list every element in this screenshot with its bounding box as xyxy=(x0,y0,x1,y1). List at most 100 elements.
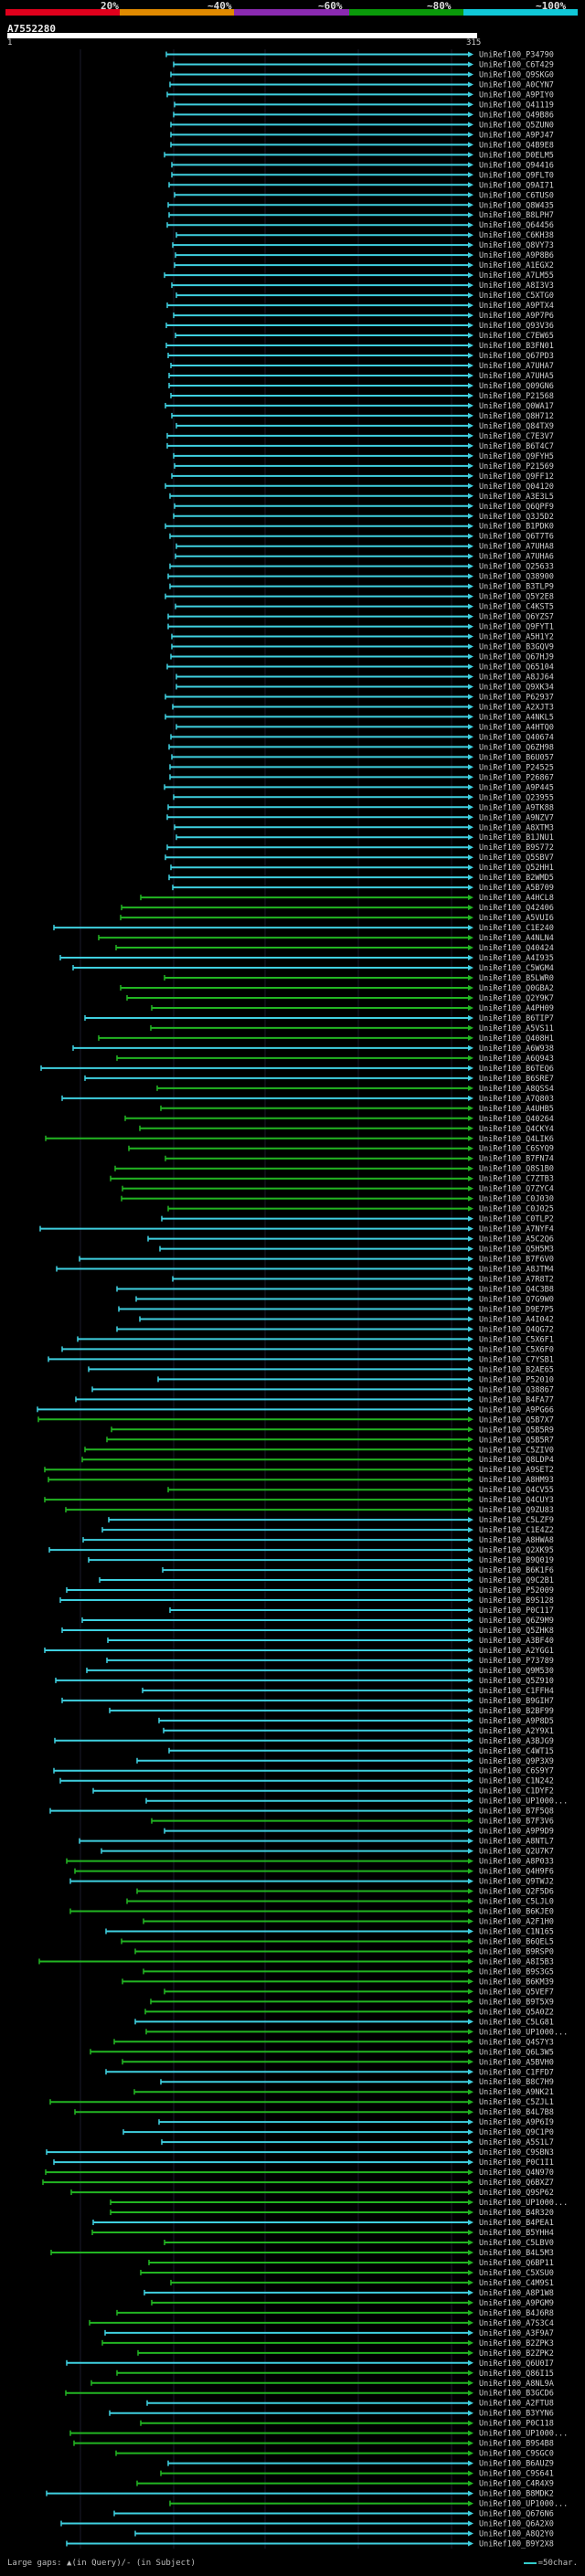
hit-row[interactable]: UniRef100_Q6L3W5 xyxy=(90,2048,554,2057)
hit-id-link[interactable]: UniRef100_C5X6F0 xyxy=(479,1345,554,1354)
hit-row[interactable]: UniRef100_Q6BXZ7 xyxy=(42,2178,554,2188)
hit-id-link[interactable]: UniRef100_C1N242 xyxy=(479,1777,554,1786)
hit-row[interactable]: UniRef100_B6KJE0 xyxy=(69,1908,554,1917)
hit-id-link[interactable]: UniRef100_Q5B7X7 xyxy=(479,1415,554,1425)
hit-row[interactable]: UniRef100_C6SYQ9 xyxy=(128,1145,554,1154)
hit-row[interactable]: UniRef100_Q67HJ9 xyxy=(170,653,554,663)
hit-row[interactable]: UniRef100_C1E240 xyxy=(53,924,554,933)
hit-row[interactable]: UniRef100_C5ZJL1 xyxy=(49,2098,554,2107)
hit-row[interactable]: UniRef100_A8Q2Y0 xyxy=(134,2530,554,2539)
hit-id-link[interactable]: UniRef100_UP1000... xyxy=(479,1797,568,1807)
hit-id-link[interactable]: UniRef100_C4M9S1 xyxy=(479,2279,554,2288)
hit-row[interactable]: UniRef100_Q2F5D6 xyxy=(136,1888,554,1897)
hit-id-link[interactable]: UniRef100_A8NL9A xyxy=(479,2380,554,2389)
hit-id-link[interactable]: UniRef100_B5LWR0 xyxy=(479,974,554,983)
hit-row[interactable]: UniRef100_Q4C3B8 xyxy=(116,1286,554,1295)
hit-row[interactable]: UniRef100_Q4B9E8 xyxy=(170,141,554,150)
hit-id-link[interactable]: UniRef100_Q6L3W5 xyxy=(479,2048,554,2057)
hit-row[interactable]: UniRef100_C1FFH4 xyxy=(142,1687,554,1696)
hit-id-link[interactable]: UniRef100_Q8H712 xyxy=(479,412,554,421)
hit-id-link[interactable]: UniRef100_Q64456 xyxy=(479,221,554,230)
hit-row[interactable]: UniRef100_A4I042 xyxy=(139,1315,554,1324)
hit-row[interactable]: UniRef100_A3BJG9 xyxy=(54,1737,554,1746)
hit-id-link[interactable]: UniRef100_A9PG66 xyxy=(479,1405,554,1415)
hit-row[interactable]: UniRef100_A9PG66 xyxy=(37,1405,554,1415)
hit-id-link[interactable]: UniRef100_C5ZJL1 xyxy=(479,2098,554,2107)
hit-row[interactable]: UniRef100_B8LPH7 xyxy=(168,211,554,220)
hit-id-link[interactable]: UniRef100_A8HM93 xyxy=(479,1476,554,1485)
hit-id-link[interactable]: UniRef100_B9S128 xyxy=(479,1596,554,1606)
hit-row[interactable]: UniRef100_B9Q019 xyxy=(88,1556,554,1565)
hit-id-link[interactable]: UniRef100_B1PDK0 xyxy=(479,523,554,532)
hit-row[interactable]: UniRef100_Q9M530 xyxy=(86,1667,554,1676)
hit-row[interactable]: UniRef100_A9PJ47 xyxy=(170,131,554,140)
hit-id-link[interactable]: UniRef100_B3TLP9 xyxy=(479,583,554,592)
hit-id-link[interactable]: UniRef100_Q6BXZ7 xyxy=(479,2178,554,2188)
hit-id-link[interactable]: UniRef100_A9PTX4 xyxy=(479,302,554,311)
hit-id-link[interactable]: UniRef100_Q4CKY4 xyxy=(479,1125,554,1134)
hit-row[interactable]: UniRef100_Q23955 xyxy=(173,793,554,802)
hit-row[interactable]: UniRef100_A2Y9X1 xyxy=(163,1727,554,1736)
hit-row[interactable]: UniRef100_C4R4X9 xyxy=(136,2480,554,2489)
hit-id-link[interactable]: UniRef100_A5VS11 xyxy=(479,1024,554,1034)
hit-id-link[interactable]: UniRef100_Q23955 xyxy=(479,793,554,802)
hit-row[interactable]: UniRef100_B6U057 xyxy=(171,753,554,762)
hit-id-link[interactable]: UniRef100_A5BVH0 xyxy=(479,2058,554,2067)
hit-row[interactable]: UniRef100_A3BF40 xyxy=(107,1637,554,1646)
hit-id-link[interactable]: UniRef100_Q9SKG0 xyxy=(479,70,554,80)
hit-id-link[interactable]: UniRef100_C0J030 xyxy=(479,1195,554,1204)
hit-id-link[interactable]: UniRef100_A4UHB5 xyxy=(479,1105,554,1114)
hit-row[interactable]: UniRef100_Q4H9F6 xyxy=(74,1868,554,1877)
hit-row[interactable]: UniRef100_Q5A0Z2 xyxy=(144,2008,554,2017)
hit-id-link[interactable]: UniRef100_C1DYF2 xyxy=(479,1787,554,1797)
hit-row[interactable]: UniRef100_B7FN74 xyxy=(165,1155,554,1164)
hit-row[interactable]: UniRef100_C4M9S1 xyxy=(170,2279,554,2288)
hit-id-link[interactable]: UniRef100_B9RSP0 xyxy=(479,1947,554,1956)
hit-id-link[interactable]: UniRef100_Q86I15 xyxy=(479,2369,554,2379)
hit-row[interactable]: UniRef100_A7UHA8 xyxy=(176,543,554,552)
hit-id-link[interactable]: UniRef100_A9P8D5 xyxy=(479,1717,554,1726)
hit-id-link[interactable]: UniRef100_UP1000... xyxy=(479,2430,568,2439)
hit-id-link[interactable]: UniRef100_A9NK21 xyxy=(479,2088,554,2097)
hit-row[interactable]: UniRef100_A5S1L7 xyxy=(161,2138,554,2147)
hit-row[interactable]: UniRef100_Q2Y9K7 xyxy=(126,994,554,1003)
hit-row[interactable]: UniRef100_Q9FLT0 xyxy=(171,171,554,180)
hit-row[interactable]: UniRef100_A2FTU8 xyxy=(146,2400,554,2409)
hit-row[interactable]: UniRef100_C0TLP2 xyxy=(161,1215,554,1224)
hit-row[interactable]: UniRef100_UP1000... xyxy=(145,1797,568,1807)
hit-row[interactable]: UniRef100_A7UHA5 xyxy=(168,372,554,381)
hit-id-link[interactable]: UniRef100_C5X6F1 xyxy=(479,1335,554,1344)
hit-id-link[interactable]: UniRef100_P62937 xyxy=(479,693,554,702)
hit-row[interactable]: UniRef100_B7F3V6 xyxy=(151,1818,554,1827)
hit-id-link[interactable]: UniRef100_Q0GBA2 xyxy=(479,984,554,993)
hit-row[interactable]: UniRef100_B7F5Q8 xyxy=(49,1807,554,1817)
hit-row[interactable]: UniRef100_Q9FYH5 xyxy=(173,452,554,461)
hit-id-link[interactable]: UniRef100_Q9P3X9 xyxy=(479,1757,554,1766)
hit-row[interactable]: UniRef100_Q5Z910 xyxy=(55,1677,554,1686)
hit-row[interactable]: UniRef100_A8NTL7 xyxy=(79,1838,554,1847)
hit-row[interactable]: UniRef100_Q6YZS7 xyxy=(167,613,554,622)
hit-row[interactable]: UniRef100_Q5SBV7 xyxy=(165,853,554,863)
hit-row[interactable]: UniRef100_A9P8D5 xyxy=(158,1717,554,1726)
hit-id-link[interactable]: UniRef100_Q9C1P0 xyxy=(479,2128,554,2137)
hit-row[interactable]: UniRef100_P21568 xyxy=(170,392,554,401)
hit-id-link[interactable]: UniRef100_Q04120 xyxy=(479,482,554,492)
hit-row[interactable]: UniRef100_P62937 xyxy=(165,693,554,702)
hit-row[interactable]: UniRef100_D0ELM5 xyxy=(164,151,554,160)
hit-row[interactable]: UniRef100_Q408H1 xyxy=(98,1034,554,1044)
hit-id-link[interactable]: UniRef100_B2AE65 xyxy=(479,1365,554,1374)
hit-id-link[interactable]: UniRef100_Q40674 xyxy=(479,733,554,742)
hit-id-link[interactable]: UniRef100_A2Y9X1 xyxy=(479,1727,554,1736)
hit-id-link[interactable]: UniRef100_A9SET2 xyxy=(479,1466,554,1475)
hit-row[interactable]: UniRef100_Q40264 xyxy=(124,1115,554,1124)
hit-id-link[interactable]: UniRef100_B9S772 xyxy=(479,843,554,853)
hit-row[interactable]: UniRef100_C6T429 xyxy=(173,60,554,69)
hit-row[interactable]: UniRef100_B9S4B8 xyxy=(73,2440,554,2449)
hit-row[interactable]: UniRef100_C5LZF9 xyxy=(108,1516,554,1525)
hit-id-link[interactable]: UniRef100_A4HCL8 xyxy=(479,894,554,903)
hit-row[interactable]: UniRef100_A2YGG1 xyxy=(44,1647,554,1656)
hit-id-link[interactable]: UniRef100_D0ELM5 xyxy=(479,151,554,160)
hit-id-link[interactable]: UniRef100_P52010 xyxy=(479,1375,554,1384)
hit-id-link[interactable]: UniRef100_A8JTM4 xyxy=(479,1266,554,1275)
hit-row[interactable]: UniRef100_A8NL9A xyxy=(90,2380,554,2389)
